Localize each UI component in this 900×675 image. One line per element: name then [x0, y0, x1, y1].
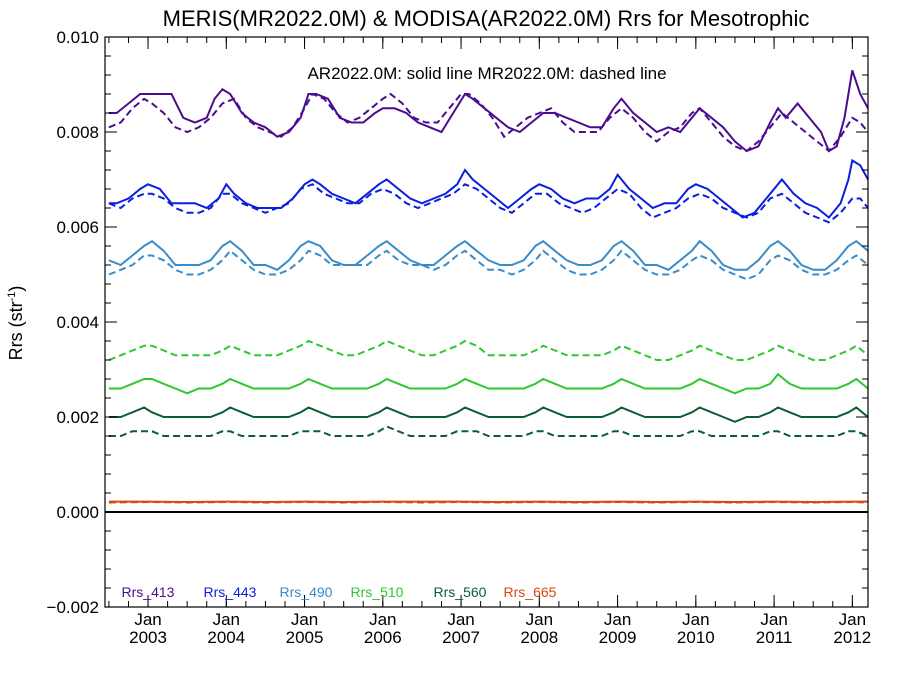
x-tick-label-month: Jan [604, 610, 631, 629]
legend-entry-rrs-665: Rrs_665 [504, 584, 557, 600]
x-tick-label-month: Jan [760, 610, 787, 629]
series-layer [108, 69, 869, 504]
series-rrs-560-meris-dashed [108, 425, 869, 437]
x-tick-label-month: Jan [134, 610, 161, 629]
legend: Rrs_413 Rrs_443 Rrs_490 Rrs_510 Rrs_560 Rrs_6… [122, 584, 557, 600]
x-tick-label-year: 2005 [286, 628, 324, 647]
x-tick-label-year: 2010 [677, 628, 715, 647]
series-rrs-510-modis-solid [108, 372, 869, 395]
x-tick-label-month: Jan [682, 610, 709, 629]
y-axis-label-tail: ) [6, 286, 26, 292]
legend-entry-rrs-413: Rrs_413 [122, 584, 175, 600]
series-rrs-443-modis-solid [108, 158, 869, 219]
legend-entry-rrs-510: Rrs_510 [351, 584, 404, 600]
series-rrs-560-modis-solid [108, 406, 869, 423]
chart-title: MERIS(MR2022.0M) & MODISA(AR2022.0M) Rrs… [163, 6, 810, 31]
y-axis-label: Rrs (str-1) [6, 286, 26, 361]
x-tick-label-year: 2007 [442, 628, 480, 647]
x-tick-label-month: Jan [447, 610, 474, 629]
y-tick-label: 0.006 [56, 218, 99, 237]
y-tick-label: −0.002 [47, 598, 99, 617]
x-tick-label-year: 2003 [129, 628, 167, 647]
series-rrs-443-meris-dashed [108, 183, 869, 224]
x-tick-label-month: Jan [839, 610, 866, 629]
series-rrs-413-meris-dashed [108, 92, 869, 153]
y-axis-label-sup: -1 [6, 292, 18, 302]
y-tick-label: 0.004 [56, 313, 99, 332]
x-axis: Jan2003Jan2004Jan2005Jan2006Jan2007Jan20… [108, 37, 871, 647]
x-tick-label-month: Jan [291, 610, 318, 629]
y-axis-label-main: Rrs (str [6, 301, 26, 360]
x-tick-label-year: 2009 [599, 628, 637, 647]
plot-frame [104, 36, 869, 608]
y-tick-label: 0.010 [56, 28, 99, 47]
x-tick-label-month: Jan [369, 610, 396, 629]
x-tick-label-month: Jan [526, 610, 553, 629]
x-tick-label-year: 2006 [364, 628, 402, 647]
legend-entry-rrs-490: Rrs_490 [280, 584, 333, 600]
y-axis: −0.002 0.000 0.002 0.004 0.006 0.008 0.010 [47, 28, 868, 617]
x-tick-label-year: 2004 [207, 628, 245, 647]
y-tick-label: 0.000 [56, 503, 99, 522]
x-tick-label-year: 2012 [833, 628, 871, 647]
series-rrs-490-meris-dashed [108, 249, 869, 281]
y-tick-label: 0.002 [56, 408, 99, 427]
x-tick-label-month: Jan [213, 610, 240, 629]
line-style-annotation: AR2022.0M: solid line MR2022.0M: dashed … [307, 64, 666, 83]
y-tick-label: 0.008 [56, 123, 99, 142]
x-tick-label-year: 2011 [756, 628, 793, 647]
series-rrs-490-modis-solid [108, 239, 869, 271]
series-rrs-510-meris-dashed [108, 339, 869, 361]
series-rrs-413-modis-solid [108, 69, 869, 153]
legend-entry-rrs-443: Rrs_443 [204, 584, 257, 600]
x-tick-label-year: 2008 [520, 628, 558, 647]
legend-entry-rrs-560: Rrs_560 [434, 584, 487, 600]
